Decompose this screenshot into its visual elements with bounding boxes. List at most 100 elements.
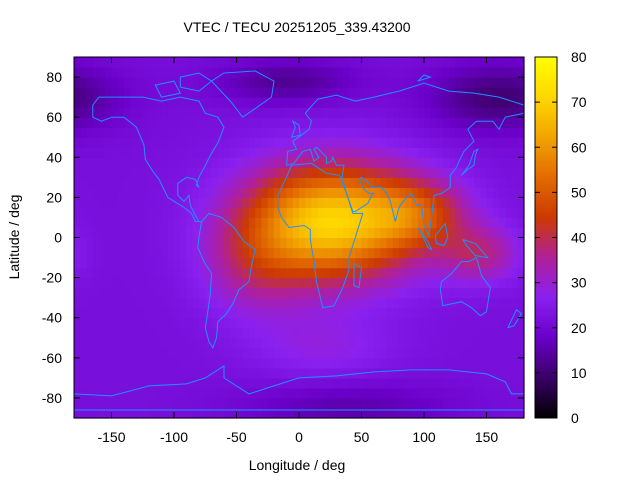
heatmap-cell bbox=[324, 207, 331, 219]
heatmap-cell bbox=[230, 307, 238, 319]
heatmap-cell bbox=[167, 347, 175, 359]
heatmap-cell bbox=[317, 127, 325, 138]
heatmap-cell bbox=[480, 387, 488, 399]
heatmap-cell bbox=[274, 337, 281, 349]
heatmap-cell bbox=[449, 407, 456, 419]
heatmap-cell bbox=[430, 187, 438, 198]
heatmap-cell bbox=[430, 217, 438, 229]
heatmap-cell bbox=[355, 67, 363, 78]
heatmap-cell bbox=[517, 207, 525, 219]
heatmap-cell bbox=[411, 237, 419, 249]
heatmap-cell bbox=[405, 387, 413, 399]
heatmap-cell bbox=[124, 197, 131, 209]
heatmap-cell bbox=[186, 287, 194, 299]
heatmap-cell bbox=[305, 77, 313, 88]
heatmap-cell bbox=[124, 317, 131, 329]
heatmap-cell bbox=[430, 67, 438, 78]
heatmap-cell bbox=[267, 277, 275, 289]
heatmap-cell bbox=[442, 187, 450, 198]
heatmap-cell bbox=[499, 57, 506, 68]
heatmap-cell bbox=[399, 287, 406, 299]
heatmap-cell bbox=[192, 227, 200, 239]
heatmap-cell bbox=[430, 387, 438, 399]
heatmap-cell bbox=[499, 267, 506, 279]
heatmap-cell bbox=[80, 347, 88, 359]
heatmap-cell bbox=[267, 407, 275, 419]
heatmap-cell bbox=[130, 217, 138, 229]
heatmap-cell bbox=[205, 77, 213, 88]
heatmap-cell bbox=[142, 167, 150, 178]
heatmap-cell bbox=[192, 407, 200, 419]
heatmap-cell bbox=[480, 337, 488, 349]
heatmap-cell bbox=[205, 147, 213, 158]
heatmap-cell bbox=[324, 187, 331, 198]
heatmap-cell bbox=[261, 227, 269, 239]
heatmap-cell bbox=[130, 127, 138, 138]
heatmap-cell bbox=[74, 237, 81, 249]
heatmap-cell bbox=[155, 107, 163, 118]
heatmap-cell bbox=[136, 147, 144, 158]
heatmap-cell bbox=[417, 147, 425, 158]
heatmap-cell bbox=[317, 147, 325, 158]
heatmap-cell bbox=[461, 357, 469, 369]
y-tick-label: 0 bbox=[54, 230, 62, 246]
heatmap-cell bbox=[242, 87, 250, 98]
heatmap-cell bbox=[492, 97, 500, 108]
heatmap-cell bbox=[399, 277, 406, 289]
heatmap-cell bbox=[442, 267, 450, 279]
heatmap-cell bbox=[480, 87, 488, 98]
heatmap-cell bbox=[392, 187, 400, 198]
heatmap-cell bbox=[399, 237, 406, 249]
heatmap-cell bbox=[417, 407, 425, 419]
heatmap-cell bbox=[417, 307, 425, 319]
heatmap-cell bbox=[280, 257, 288, 269]
heatmap-cell bbox=[192, 287, 200, 299]
heatmap-cell bbox=[442, 227, 450, 239]
heatmap-cell bbox=[211, 247, 219, 259]
heatmap-cell bbox=[199, 257, 206, 269]
heatmap-cell bbox=[424, 107, 431, 118]
heatmap-cell bbox=[167, 317, 175, 329]
heatmap-cell bbox=[111, 77, 119, 88]
heatmap-cell bbox=[80, 247, 88, 259]
heatmap-cell bbox=[499, 207, 506, 219]
heatmap-cell bbox=[311, 357, 319, 369]
heatmap-cell bbox=[430, 157, 438, 168]
heatmap-cell bbox=[92, 297, 100, 309]
heatmap-cell bbox=[142, 277, 150, 289]
heatmap-cell bbox=[255, 337, 263, 349]
heatmap-cell bbox=[267, 167, 275, 178]
heatmap-cell bbox=[167, 137, 175, 148]
heatmap-cell bbox=[330, 367, 338, 379]
heatmap-cell bbox=[124, 267, 131, 279]
heatmap-cell bbox=[424, 167, 431, 178]
heatmap-cell bbox=[480, 147, 488, 158]
heatmap-cell bbox=[186, 237, 194, 249]
heatmap-cell bbox=[161, 237, 169, 249]
heatmap-cell bbox=[242, 57, 250, 68]
heatmap-cell bbox=[336, 357, 344, 369]
heatmap-cell bbox=[424, 337, 431, 349]
heatmap-cell bbox=[205, 367, 213, 379]
heatmap-cell bbox=[305, 327, 313, 339]
heatmap-cell bbox=[317, 187, 325, 198]
heatmap-cell bbox=[511, 117, 519, 128]
heatmap-cell bbox=[424, 317, 431, 329]
heatmap-cell bbox=[199, 347, 206, 359]
heatmap-cell bbox=[317, 177, 325, 188]
heatmap-cell bbox=[117, 257, 125, 269]
coastlines bbox=[73, 70, 525, 411]
heatmap-cell bbox=[199, 217, 206, 229]
heatmap-cell bbox=[286, 217, 294, 229]
heatmap-cell bbox=[161, 187, 169, 198]
heatmap-cell bbox=[261, 327, 269, 339]
heatmap-cell bbox=[505, 97, 513, 108]
heatmap-cell bbox=[330, 147, 338, 158]
heatmap-cell bbox=[311, 397, 319, 409]
heatmap-cell bbox=[517, 387, 525, 399]
heatmap-cell bbox=[311, 347, 319, 359]
heatmap-cell bbox=[261, 147, 269, 158]
heatmap-cell bbox=[442, 67, 450, 78]
heatmap-cell bbox=[305, 207, 313, 219]
heatmap-cell bbox=[355, 97, 363, 108]
